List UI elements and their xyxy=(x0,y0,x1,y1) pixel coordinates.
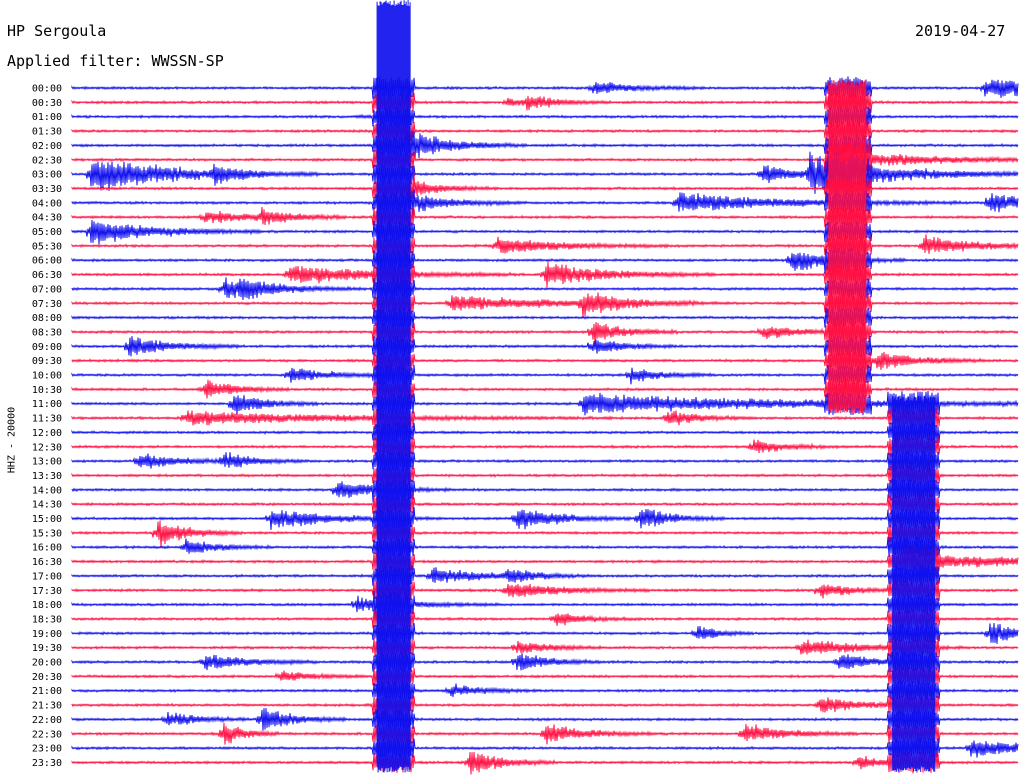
time-tick-label: 05:00 xyxy=(32,227,62,238)
time-tick-label: 11:30 xyxy=(32,414,62,425)
time-tick-label: 21:00 xyxy=(32,686,62,697)
trace-line xyxy=(71,90,1019,115)
time-tick-label: 21:30 xyxy=(32,701,62,712)
time-tick-label: 09:30 xyxy=(32,356,62,367)
time-tick-label: 11:00 xyxy=(32,399,62,410)
time-tick-label: 19:30 xyxy=(32,643,62,654)
trace-line xyxy=(71,693,1019,717)
trace-line xyxy=(71,565,1019,587)
time-tick-label: 01:30 xyxy=(32,127,62,138)
trace-line xyxy=(71,435,1019,458)
trace-line xyxy=(71,578,1019,602)
time-tick-label: 12:00 xyxy=(32,428,62,439)
trace-line xyxy=(71,76,1019,100)
trace-line xyxy=(71,260,1019,288)
time-tick-labels: 00:00 00:30 01:00 01:30 02:00 02:30 03:00 03:30… xyxy=(32,84,62,769)
trace-line xyxy=(71,420,1019,445)
trace-line xyxy=(71,219,1019,245)
time-tick-label: 04:30 xyxy=(32,213,62,224)
trace-line xyxy=(71,751,1019,775)
time-tick-label: 15:30 xyxy=(32,528,62,539)
trace-line xyxy=(71,119,1019,142)
trace-line xyxy=(71,622,1019,644)
trace-line xyxy=(71,189,1019,217)
trace-line xyxy=(71,722,1019,745)
time-tick-label: 12:30 xyxy=(32,442,62,453)
trace-line xyxy=(71,105,1019,129)
time-tick-label: 20:30 xyxy=(32,672,62,683)
trace-line xyxy=(71,590,1019,620)
time-tick-label: 19:00 xyxy=(32,629,62,640)
trace-line xyxy=(71,650,1019,674)
trace-line xyxy=(71,449,1019,473)
time-tick-label: 16:30 xyxy=(32,557,62,568)
trace-line xyxy=(71,131,1019,159)
trace-line xyxy=(71,463,1019,487)
trace-line xyxy=(71,506,1019,530)
time-tick-label: 18:30 xyxy=(32,614,62,625)
trace-line xyxy=(71,680,1019,702)
time-tick-label: 03:00 xyxy=(32,170,62,181)
trace-line xyxy=(71,738,1019,759)
trace-line xyxy=(71,292,1019,318)
time-tick-label: 18:00 xyxy=(32,600,62,611)
time-tick-label: 00:00 xyxy=(32,84,62,95)
time-tick-label: 20:00 xyxy=(32,658,62,669)
time-tick-label: 15:00 xyxy=(32,514,62,525)
time-tick-label: 23:00 xyxy=(32,744,62,755)
time-tick-label: 05:30 xyxy=(32,241,62,252)
time-tick-label: 08:00 xyxy=(32,313,62,324)
time-tick-label: 22:30 xyxy=(32,729,62,740)
time-tick-label: 14:30 xyxy=(32,500,62,511)
time-tick-label: 01:00 xyxy=(32,112,62,123)
time-tick-label: 10:30 xyxy=(32,385,62,396)
time-tick-label: 07:30 xyxy=(32,299,62,310)
time-tick-label: 22:00 xyxy=(32,715,62,726)
trace-line xyxy=(71,378,1019,400)
station-title: HP Sergoula xyxy=(7,22,107,40)
trace-line xyxy=(71,520,1019,548)
trace-line xyxy=(71,320,1019,345)
time-tick-label: 14:00 xyxy=(32,485,62,496)
trace-line xyxy=(71,404,1019,431)
trace-line xyxy=(71,478,1019,503)
time-tick-label: 16:00 xyxy=(32,543,62,554)
time-tick-label: 03:30 xyxy=(32,184,62,195)
trace-line xyxy=(71,246,1019,274)
time-tick-label: 02:00 xyxy=(32,141,62,152)
time-tick-label: 10:00 xyxy=(32,371,62,382)
trace-group xyxy=(71,0,1019,775)
trace-line xyxy=(71,173,1019,201)
trace-line xyxy=(71,234,1019,257)
time-tick-label: 08:30 xyxy=(32,327,62,338)
trace-line xyxy=(71,493,1019,515)
time-tick-label: 02:30 xyxy=(32,155,62,166)
trace-line xyxy=(71,306,1019,329)
trace-line xyxy=(71,636,1019,659)
trace-line xyxy=(71,349,1019,372)
trace-line xyxy=(71,390,1019,416)
filter-subtitle: Applied filter: WWSSN-SP xyxy=(7,52,224,70)
time-tick-label: 07:00 xyxy=(32,284,62,295)
time-tick-label: 04:00 xyxy=(32,198,62,209)
time-tick-label: 23:30 xyxy=(32,758,62,769)
time-tick-label: 06:00 xyxy=(32,256,62,267)
time-tick-label: 13:00 xyxy=(32,457,62,468)
time-tick-label: 09:00 xyxy=(32,342,62,353)
trace-line xyxy=(71,206,1019,228)
time-tick-label: 17:30 xyxy=(32,586,62,597)
time-tick-label: 00:30 xyxy=(32,98,62,109)
trace-line xyxy=(71,665,1019,687)
time-tick-label: 06:30 xyxy=(32,270,62,281)
record-date: 2019-04-27 xyxy=(915,22,1006,40)
trace-line xyxy=(71,608,1019,630)
time-tick-label: 17:00 xyxy=(32,571,62,582)
trace-line xyxy=(71,536,1019,559)
trace-line xyxy=(71,544,1019,578)
trace-line xyxy=(71,364,1019,387)
time-tick-label: 13:30 xyxy=(32,471,62,482)
trace-line xyxy=(71,708,1019,731)
trace-line xyxy=(71,335,1019,358)
